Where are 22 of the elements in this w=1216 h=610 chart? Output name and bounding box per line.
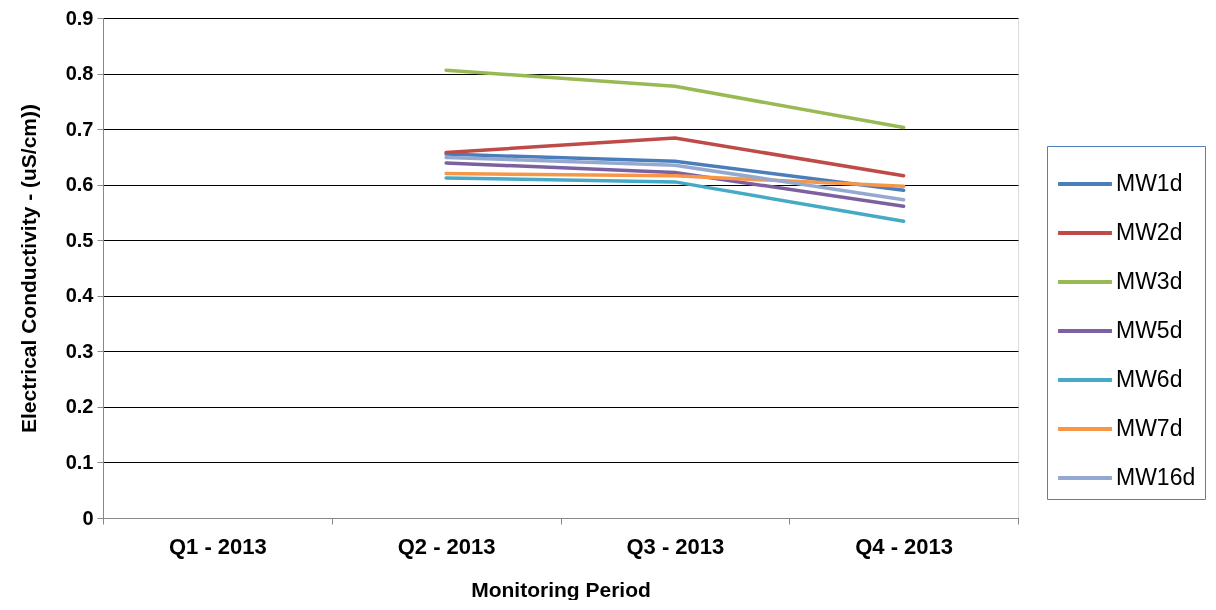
y-tick-label: 0.8 (65, 62, 94, 85)
legend-label: MW5d (1116, 317, 1183, 343)
x-tick-label: Q1 - 2013 (168, 533, 267, 559)
legend-label: MW6d (1116, 366, 1183, 392)
legend-label: MW2d (1116, 219, 1183, 245)
legend-label: MW7d (1116, 415, 1183, 441)
legend-label: MW1d (1116, 170, 1183, 196)
x-tick-label: Q3 - 2013 (626, 533, 725, 559)
y-tick-label: 0.3 (65, 339, 94, 362)
y-axis-title: Electrical Conductivity - (uS/cm)) (16, 103, 40, 434)
y-tick-label: 0.1 (65, 450, 94, 473)
legend-label: MW16d (1116, 464, 1196, 490)
y-tick-label: 0.5 (65, 228, 94, 251)
x-tick-label: Q2 - 2013 (397, 533, 496, 559)
y-tick-label: 0 (82, 506, 94, 529)
x-tick-label: Q4 - 2013 (855, 533, 954, 559)
y-tick-label: 0.7 (65, 117, 94, 140)
y-tick-label: 0.9 (65, 6, 94, 29)
y-tick-label: 0.6 (65, 173, 94, 196)
y-tick-label: 0.2 (65, 395, 94, 418)
legend-label: MW3d (1116, 268, 1183, 294)
y-tick-label: 0.4 (65, 284, 95, 307)
